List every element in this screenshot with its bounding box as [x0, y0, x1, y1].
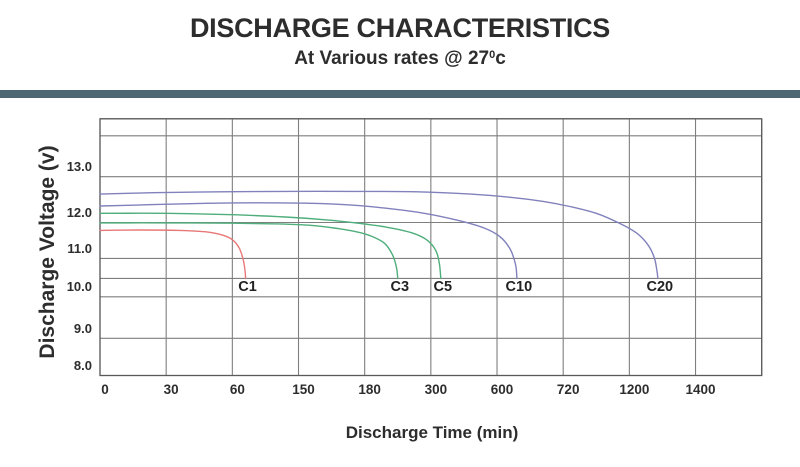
x-tick-label-300: 300 — [424, 381, 448, 397]
x-tick-label-60: 60 — [229, 381, 245, 397]
x-axis-title: Discharge Time (min) — [345, 423, 519, 442]
x-tick-label-1200: 1200 — [619, 381, 650, 397]
x-tick-label-600: 600 — [490, 381, 514, 397]
series-path-c10 — [99, 202, 518, 280]
subtitle-text: At Various rates @ 27 — [294, 48, 490, 69]
x-tick-label-150: 150 — [292, 381, 315, 397]
series-label-c3: C3 — [390, 278, 410, 295]
divider-bar — [0, 90, 800, 98]
y-tick-label-10.0: 10.0 — [66, 279, 92, 295]
x-tick-label-1400: 1400 — [685, 381, 716, 397]
y-tick-label-8.0: 8.0 — [73, 358, 92, 373]
y-tick-label-9.0: 9.0 — [73, 320, 92, 336]
series-path-c5 — [99, 212, 442, 280]
x-tick-label-0: 0 — [101, 381, 109, 397]
series-label-c20: C20 — [646, 278, 674, 295]
y-tick-label-12.0: 12.0 — [66, 205, 92, 220]
y-tick-label-13.0: 13.0 — [66, 159, 92, 175]
page-subtitle: At Various rates @ 270c — [0, 44, 800, 70]
series-label-c5: C5 — [433, 278, 453, 295]
x-tick-label-30: 30 — [163, 381, 179, 397]
series-label-c10: C10 — [505, 278, 533, 295]
x-tick-label-720: 720 — [556, 381, 580, 397]
y-tick-label-11.0: 11.0 — [67, 240, 92, 256]
subtitle-unit: c — [495, 48, 506, 69]
chart-header: DISCHARGE CHARACTERISTICS At Various rat… — [0, 0, 800, 70]
x-tick-label-180: 180 — [358, 381, 381, 397]
series-path-c3 — [99, 222, 399, 280]
series-path-c1 — [99, 229, 247, 280]
chart-grid — [99, 118, 763, 377]
series-label-c1: C1 — [238, 278, 257, 295]
page-title: DISCHARGE CHARACTERISTICS — [189, 13, 611, 43]
subtitle-superscript: 0 — [489, 49, 496, 61]
series-path-c20 — [99, 190, 659, 280]
